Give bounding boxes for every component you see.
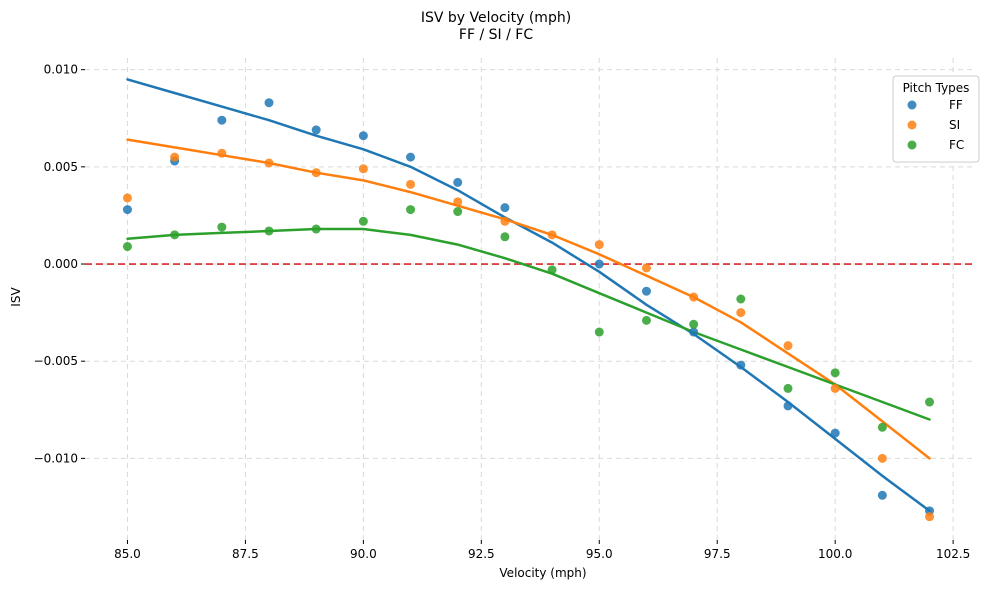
legend-marker-fc xyxy=(907,140,917,150)
legend-marker-si xyxy=(907,120,917,130)
legend-frame xyxy=(892,75,980,163)
ff-data-point xyxy=(877,490,887,500)
si-data-point xyxy=(500,216,510,226)
y-tick-label: 0.005 xyxy=(44,160,78,174)
x-tick-label: 92.5 xyxy=(468,547,495,561)
fc-data-point xyxy=(877,422,887,432)
fc-data-point xyxy=(925,397,935,407)
fc-data-point xyxy=(689,319,699,329)
ff-data-point xyxy=(311,125,321,135)
y-tick-labels: 0.010 0.005 0.000 −0.005 −0.010 xyxy=(34,63,78,466)
legend: Pitch Types FF SI FC xyxy=(892,75,980,163)
fc-data-point xyxy=(217,222,227,232)
ff-data-point xyxy=(736,360,746,370)
legend-label-fc: FC xyxy=(949,138,964,152)
si-data-point xyxy=(641,263,651,273)
ff-data-point xyxy=(641,286,651,296)
fc-data-point xyxy=(358,216,368,226)
si-data-point xyxy=(122,193,132,203)
si-data-point xyxy=(264,158,274,168)
x-tick-label: 87.5 xyxy=(232,547,259,561)
fc-data-point xyxy=(830,368,840,378)
x-tick-label: 90.0 xyxy=(350,547,377,561)
ff-data-point xyxy=(406,152,416,162)
legend-marker-ff xyxy=(907,100,917,110)
fc-data-point xyxy=(170,230,180,240)
chart-title: ISV by Velocity (mph) xyxy=(421,10,571,26)
legend-label-ff: FF xyxy=(949,98,963,112)
si-data-point xyxy=(406,179,416,189)
x-tick-label: 95.0 xyxy=(586,547,613,561)
si-data-point xyxy=(736,308,746,318)
x-tick-label: 97.5 xyxy=(704,547,731,561)
data-points-layer xyxy=(122,98,935,522)
si-data-point xyxy=(594,240,604,250)
x-tick-label: 102.5 xyxy=(936,547,970,561)
si-fit-line xyxy=(126,138,931,460)
si-data-point xyxy=(358,164,368,174)
fc-data-point xyxy=(783,383,793,393)
ff-data-point xyxy=(217,115,227,125)
y-axis-label: ISV xyxy=(9,287,23,307)
fc-data-point xyxy=(406,205,416,215)
si-data-point xyxy=(783,341,793,351)
y-tick-label: −0.010 xyxy=(34,451,78,465)
fc-data-point xyxy=(453,207,463,217)
legend-title: Pitch Types xyxy=(903,81,970,95)
fc-data-point xyxy=(594,327,604,337)
y-tick-label: 0.010 xyxy=(44,63,78,77)
grid-layer xyxy=(81,58,972,544)
chart-subtitle: FF / SI / FC xyxy=(459,27,533,43)
si-data-point xyxy=(877,453,887,463)
legend-items: FF SI FC xyxy=(907,98,964,152)
x-tick-label: 100.0 xyxy=(818,547,852,561)
ff-fit-line xyxy=(126,78,931,513)
ff-data-point xyxy=(122,205,132,215)
x-tick-labels: 85.0 87.5 90.0 92.5 95.0 97.5 100.0 102.5 xyxy=(114,547,970,561)
ff-data-point xyxy=(689,327,699,337)
si-data-point xyxy=(311,168,321,178)
si-data-point xyxy=(547,230,557,240)
x-axis-label: Velocity (mph) xyxy=(499,566,586,580)
fc-data-point xyxy=(736,294,746,304)
ff-data-point xyxy=(830,428,840,438)
fc-data-point xyxy=(122,242,132,252)
fc-data-point xyxy=(500,232,510,242)
ff-data-point xyxy=(594,259,604,269)
si-data-point xyxy=(217,148,227,158)
x-tick-label: 85.0 xyxy=(114,547,141,561)
y-tick-label: 0.000 xyxy=(44,257,78,271)
si-data-point xyxy=(830,383,840,393)
legend-label-si: SI xyxy=(949,118,960,132)
ff-data-point xyxy=(500,203,510,213)
ff-data-point xyxy=(453,177,463,187)
y-tick-label: −0.005 xyxy=(34,354,78,368)
ff-data-point xyxy=(358,131,368,141)
fc-data-point xyxy=(264,226,274,236)
ff-data-point xyxy=(264,98,274,108)
si-data-point xyxy=(689,292,699,302)
ff-data-point xyxy=(783,401,793,411)
si-data-point xyxy=(453,197,463,207)
fc-data-point xyxy=(547,265,557,275)
fit-lines-layer xyxy=(126,78,931,513)
si-data-point xyxy=(925,512,935,522)
fc-fit-line xyxy=(126,227,931,421)
si-data-point xyxy=(170,152,180,162)
fc-data-point xyxy=(641,315,651,325)
fc-data-point xyxy=(311,224,321,234)
